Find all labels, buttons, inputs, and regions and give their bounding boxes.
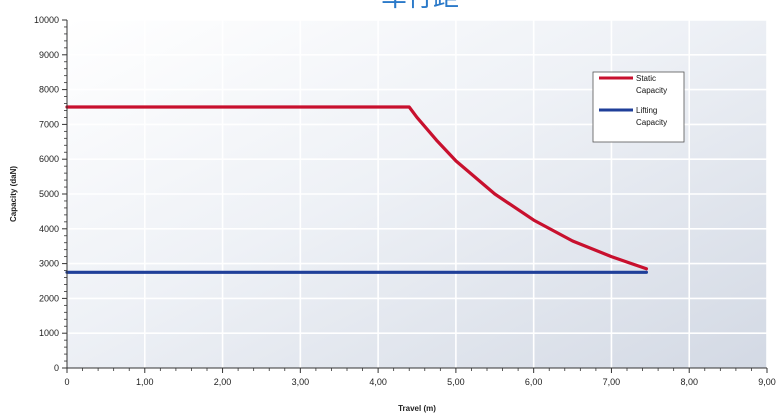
legend-label-static-line1: Static: [636, 74, 656, 83]
legend-label-lifting-line1: Lifting: [636, 106, 657, 115]
y-tick-label: 7000: [39, 119, 59, 129]
legend: Static Capacity Lifting Capacity: [592, 71, 685, 143]
legend-label-static-line2: Capacity: [636, 86, 667, 95]
series-layer: [65, 105, 648, 274]
y-tick-label: 10000: [34, 15, 59, 25]
x-tick-label: 7,00: [603, 377, 621, 387]
legend-box: [592, 71, 685, 143]
x-tick-label: 2,00: [214, 377, 232, 387]
grid: [67, 19, 768, 368]
y-tick-label: 3000: [39, 259, 59, 269]
y-tick-label: 9000: [39, 50, 59, 60]
x-tick-label: 8,00: [680, 377, 698, 387]
legend-label-lifting-line2: Capacity: [636, 118, 667, 127]
x-tick-label: 4,00: [369, 377, 387, 387]
x-tick-label: 9,00: [758, 377, 776, 387]
y-tick-label: 4000: [39, 224, 59, 234]
y-tick-label: 5000: [39, 189, 59, 199]
chart-title: 车行距: [381, 0, 459, 13]
x-tick-label: 5,00: [447, 377, 465, 387]
series-line-static-capacity: [65, 105, 648, 271]
x-tick-label: 1,00: [136, 377, 154, 387]
x-tick-label: 3,00: [292, 377, 310, 387]
y-tick-label: 1000: [39, 328, 59, 338]
x-axis-title: Travel (m): [398, 404, 436, 413]
y-tick-label: 8000: [39, 85, 59, 95]
x-tick-label: 0: [64, 377, 69, 387]
y-tick-label: 6000: [39, 154, 59, 164]
x-tick-label: 6,00: [525, 377, 543, 387]
y-tick-label: 0: [54, 363, 59, 373]
axes: 0 1,00 2,00 3,00 4,00 5,00 6,00 7,00 8,00 9,00 0 10…: [34, 15, 776, 387]
y-axis-title: Capacity (daN): [9, 166, 18, 222]
y-tick-label: 2000: [39, 293, 59, 303]
